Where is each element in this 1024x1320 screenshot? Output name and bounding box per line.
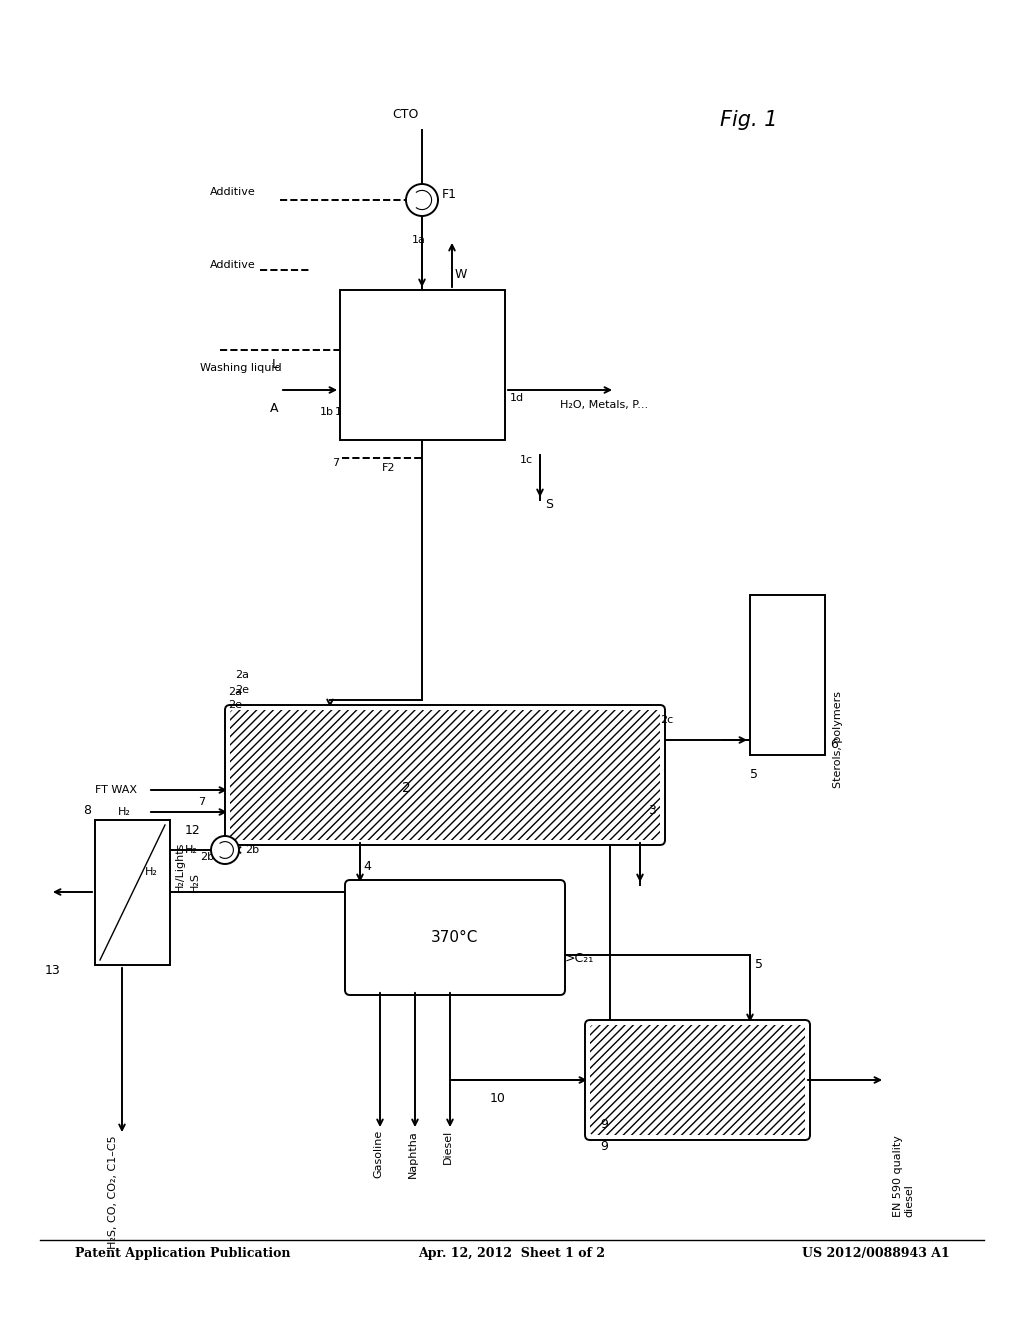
- Text: 8: 8: [83, 804, 91, 817]
- Text: >C₂₁: >C₂₁: [565, 952, 594, 965]
- Text: 5: 5: [755, 958, 763, 972]
- Text: 9: 9: [600, 1118, 608, 1131]
- Text: US 2012/0088943 A1: US 2012/0088943 A1: [802, 1246, 950, 1259]
- Text: H₂S: H₂S: [190, 873, 200, 892]
- Text: 1d: 1d: [510, 393, 524, 403]
- FancyBboxPatch shape: [585, 1020, 810, 1140]
- Text: H₂: H₂: [145, 867, 158, 876]
- Text: Additive: Additive: [210, 260, 256, 271]
- Text: 2b: 2b: [245, 845, 259, 855]
- Text: EN 590 quality
diesel: EN 590 quality diesel: [893, 1135, 914, 1217]
- Text: 3: 3: [648, 804, 656, 817]
- Text: 370°C: 370°C: [431, 931, 478, 945]
- Text: 2a: 2a: [234, 671, 249, 680]
- Text: H₂O, Metals, P...: H₂O, Metals, P...: [560, 400, 648, 411]
- Text: Fig. 1: Fig. 1: [720, 110, 777, 129]
- Text: 12: 12: [185, 824, 201, 837]
- Text: 1a: 1a: [412, 235, 426, 246]
- Text: Patent Application Publication: Patent Application Publication: [75, 1246, 291, 1259]
- Text: 2a: 2a: [228, 686, 242, 697]
- Text: Gasoline: Gasoline: [373, 1130, 383, 1179]
- Text: 1b: 1b: [319, 407, 334, 417]
- Text: Additive: Additive: [210, 187, 256, 197]
- Text: Apr. 12, 2012  Sheet 1 of 2: Apr. 12, 2012 Sheet 1 of 2: [419, 1246, 605, 1259]
- FancyBboxPatch shape: [225, 705, 665, 845]
- Text: Naphtha: Naphtha: [408, 1130, 418, 1177]
- Text: L: L: [272, 359, 279, 371]
- Text: 6: 6: [830, 738, 838, 751]
- Text: S: S: [545, 499, 553, 511]
- Text: Sterols, polymers: Sterols, polymers: [833, 692, 843, 788]
- Text: 1: 1: [335, 407, 342, 417]
- Bar: [95, 820, 170, 965]
- Text: 7: 7: [198, 797, 205, 807]
- Text: 2b: 2b: [200, 851, 214, 862]
- Bar: [750, 595, 825, 755]
- Text: W: W: [455, 268, 467, 281]
- Text: FT WAX: FT WAX: [95, 785, 137, 795]
- Text: 7: 7: [332, 458, 339, 469]
- Text: H₂: H₂: [185, 845, 198, 855]
- Text: 5: 5: [750, 768, 758, 781]
- Text: 2: 2: [402, 781, 411, 795]
- Text: H₂S, CO, CO₂, C1–C5: H₂S, CO, CO₂, C1–C5: [108, 1135, 118, 1249]
- Text: 2e: 2e: [228, 700, 242, 710]
- Text: 2e: 2e: [234, 685, 249, 696]
- FancyBboxPatch shape: [345, 880, 565, 995]
- Text: CTO: CTO: [392, 108, 419, 121]
- Text: Diesel: Diesel: [443, 1130, 453, 1164]
- Text: 10: 10: [490, 1092, 506, 1105]
- Text: H₂: H₂: [118, 807, 131, 817]
- Text: H₂/Lights: H₂/Lights: [175, 842, 185, 892]
- Text: A: A: [270, 401, 279, 414]
- Text: F2: F2: [382, 463, 395, 473]
- Text: 13: 13: [45, 964, 60, 977]
- Text: 9: 9: [600, 1140, 608, 1154]
- Text: 2c: 2c: [660, 715, 673, 725]
- Text: Washing liquid: Washing liquid: [200, 363, 282, 374]
- Text: 4: 4: [362, 861, 371, 874]
- Circle shape: [211, 836, 239, 865]
- Circle shape: [406, 183, 438, 216]
- Text: F1: F1: [442, 189, 457, 202]
- Bar: [340, 290, 505, 440]
- Text: 1c: 1c: [520, 455, 534, 465]
